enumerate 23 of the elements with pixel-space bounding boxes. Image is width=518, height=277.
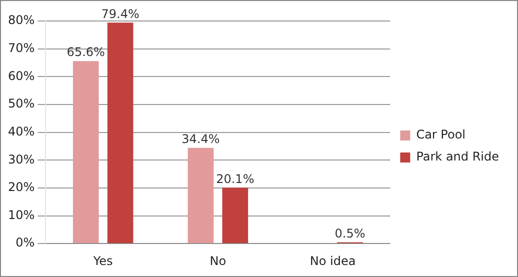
data-label: 0.5% [334, 226, 366, 240]
x-tick-label: No [210, 254, 226, 268]
y-tick-label: 10% [8, 208, 35, 222]
y-tick-label: 20% [8, 180, 35, 194]
y-tick-label: 80% [8, 13, 35, 28]
y-tick-label: 40% [8, 124, 35, 138]
data-label: 34.4% [182, 132, 220, 146]
data-label: 20.1% [216, 172, 254, 186]
x-tick-label: Yes [92, 254, 113, 268]
y-tick-label: 0% [16, 236, 35, 250]
data-label: 79.4% [101, 6, 140, 21]
legend-label: Car Pool [416, 128, 466, 142]
bar [72, 61, 99, 244]
y-tick-label: 50% [8, 96, 35, 111]
bar [107, 22, 134, 244]
x-tick-label: No idea [310, 254, 356, 268]
legend-label: Park and Ride [416, 150, 499, 164]
y-tick-label: 70% [8, 40, 35, 55]
data-label: 65.6% [66, 45, 105, 60]
y-tick-label: 30% [8, 152, 35, 166]
bar [188, 148, 214, 244]
y-tick-label: 60% [8, 68, 35, 83]
bar [222, 188, 248, 244]
